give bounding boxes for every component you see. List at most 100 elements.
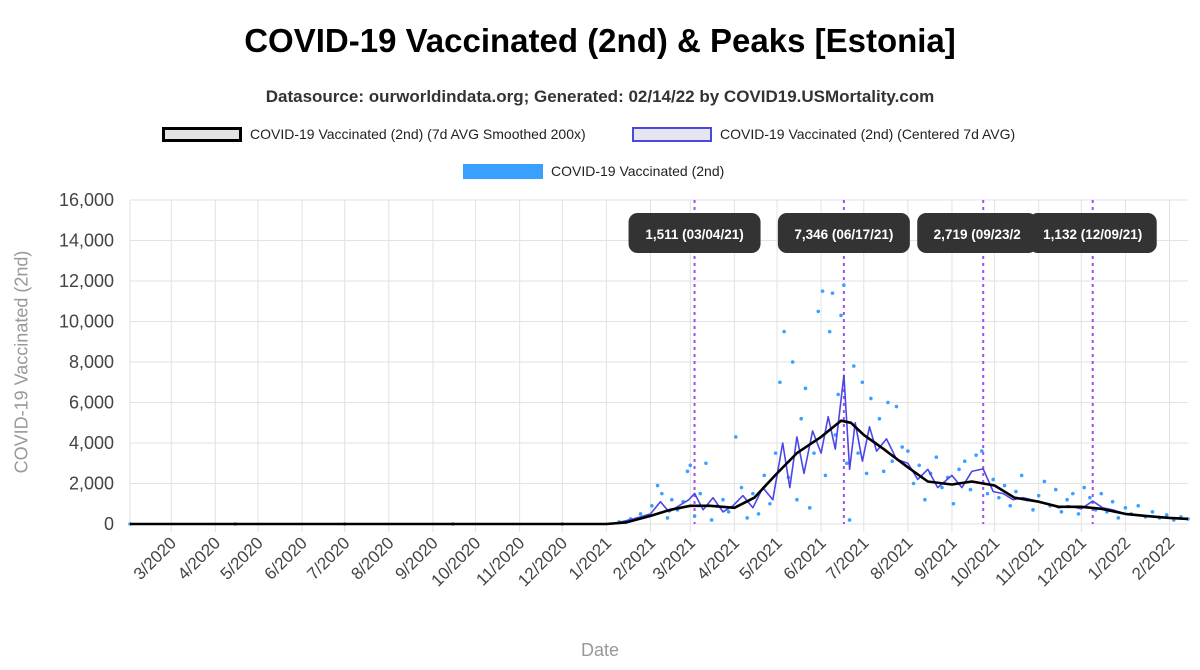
data-point (1088, 495, 1092, 500)
legend-label-centered-avg: COVID-19 Vaccinated (2nd) (Centered 7d A… (720, 126, 1016, 142)
data-point (704, 461, 708, 466)
x-tick-label: 6/2021 (780, 533, 830, 583)
data-point (940, 485, 944, 490)
x-tick-label: 2/2021 (609, 533, 659, 583)
data-point (685, 469, 690, 474)
data-point (923, 497, 927, 502)
y-tick-label: 0 (104, 514, 114, 534)
x-tick-label: 8/2021 (866, 533, 916, 583)
data-point (968, 487, 973, 492)
data-point (1053, 487, 1058, 492)
data-point (1116, 516, 1121, 520)
data-point (692, 514, 697, 518)
data-point (864, 471, 869, 476)
data-point (985, 491, 990, 496)
chart-title: COVID-19 Vaccinated (2nd) & Peaks [Eston… (244, 22, 956, 59)
y-tick-label: 12,000 (59, 271, 114, 291)
data-point (726, 510, 731, 514)
x-tick-label: 4/2021 (693, 533, 743, 583)
data-point (1065, 497, 1069, 502)
data-point (751, 491, 755, 496)
y-tick-label: 14,000 (59, 231, 114, 251)
x-tick-label: 7/2021 (822, 533, 872, 583)
data-point (709, 518, 714, 522)
x-tick-label: 3/2020 (130, 533, 180, 583)
data-point (795, 497, 799, 502)
data-point (856, 451, 860, 455)
data-point (1014, 489, 1018, 494)
data-point (1082, 485, 1086, 490)
y-tick-label: 4,000 (69, 433, 114, 453)
data-point (816, 309, 821, 314)
data-point (890, 459, 895, 464)
data-point (839, 313, 843, 318)
data-point (768, 501, 772, 506)
data-point (1031, 508, 1035, 512)
legend-swatch-centered-avg (632, 126, 712, 142)
data-point (799, 416, 804, 421)
data-point (1042, 479, 1047, 484)
data-point (906, 449, 910, 453)
data-point (807, 506, 812, 510)
data-point (951, 501, 956, 506)
data-point (739, 485, 744, 490)
data-point (1164, 513, 1169, 517)
legend-item-smoothed[interactable]: COVID-19 Vaccinated (2nd) (7d AVG Smooth… (162, 126, 586, 142)
data-point (669, 497, 674, 502)
data-point (655, 483, 660, 488)
data-point (980, 449, 984, 453)
data-point (1071, 491, 1075, 496)
data-point (900, 445, 904, 449)
data-point (698, 491, 703, 496)
data-point (974, 453, 978, 457)
data-point (894, 404, 899, 409)
data-point (877, 416, 882, 421)
data-point (803, 386, 808, 391)
data-point (827, 329, 832, 334)
legend-item-raw[interactable]: COVID-19 Vaccinated (2nd) (463, 163, 724, 179)
data-point (778, 380, 782, 385)
x-tick-label: 7/2020 (303, 533, 353, 583)
data-point (1076, 512, 1081, 516)
data-point (762, 473, 767, 478)
data-point (917, 463, 922, 468)
data-point (1019, 473, 1024, 478)
data-point (823, 473, 828, 478)
x-tick-label: 1/2022 (1084, 533, 1134, 583)
data-point (1110, 499, 1115, 504)
data-point (1008, 503, 1013, 508)
y-axis-label: COVID-19 Vaccinated (2nd) (11, 250, 32, 474)
data-point (836, 392, 840, 397)
x-tick-label: 5/2020 (217, 533, 267, 583)
peak-label-text: 2,719 (09/23/2 (934, 227, 1021, 242)
data-point (830, 291, 835, 295)
data-point (650, 503, 654, 508)
data-point (660, 491, 664, 496)
data-point (1150, 510, 1155, 514)
data-point (934, 455, 939, 459)
data-point (820, 289, 825, 293)
data-point (790, 360, 795, 364)
peak-label-box (1028, 213, 1157, 253)
data-point (665, 516, 670, 520)
data-point (1123, 506, 1128, 510)
legend-label-raw: COVID-19 Vaccinated (2nd) (551, 163, 725, 179)
data-point (756, 512, 761, 516)
data-point (745, 516, 749, 520)
data-point (869, 396, 873, 401)
legend-swatch-raw (463, 163, 543, 179)
data-point (773, 451, 778, 455)
data-point (911, 481, 916, 486)
x-tick-label: 3/2021 (649, 533, 699, 583)
legend-item-centered-avg[interactable]: COVID-19 Vaccinated (2nd) (Centered 7d A… (632, 126, 1015, 142)
data-point (860, 380, 865, 385)
peak-label-text: 1,132 (12/09/21) (1043, 227, 1142, 242)
data-point (997, 495, 1001, 500)
data-point (847, 518, 852, 522)
data-point (1002, 483, 1007, 488)
series-line-smoothed (130, 419, 1189, 526)
data-point (852, 364, 856, 368)
x-tick-label: 6/2020 (261, 533, 311, 583)
x-tick-label: 2/2022 (1128, 533, 1178, 583)
data-point (688, 463, 693, 468)
